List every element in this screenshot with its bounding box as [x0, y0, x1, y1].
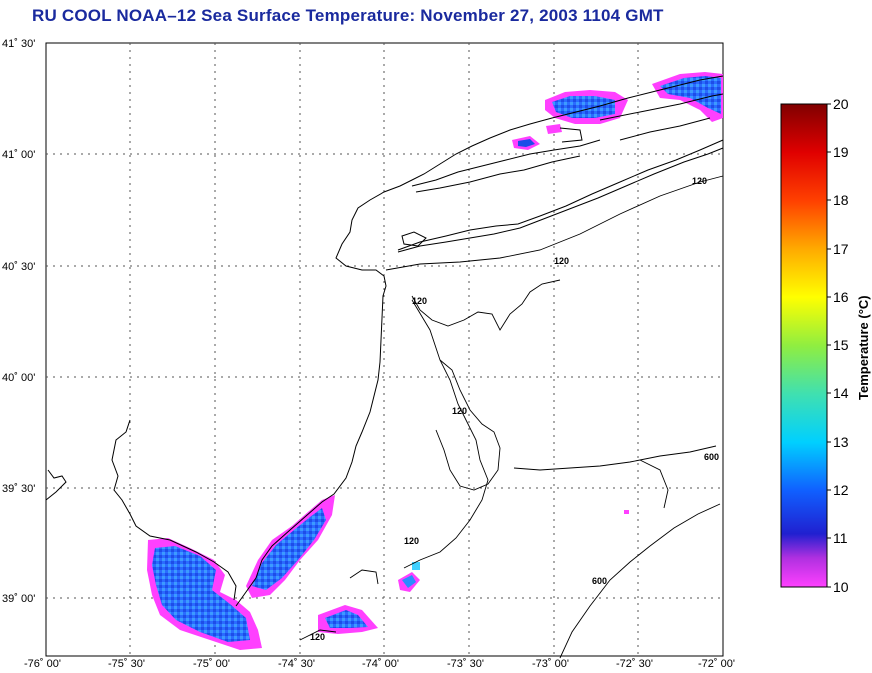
lat-label: 39˚ 00' — [2, 593, 35, 605]
latitude-labels: 41˚ 30' 41˚ 00' 40˚ 30' 40˚ 00' 39˚ 30' … — [2, 38, 35, 605]
lon-label: -74˚ 30' — [278, 658, 315, 670]
contour-label: 120 — [554, 256, 569, 266]
contour-label: 600 — [704, 452, 719, 462]
colorbar-tick-label: 17 — [833, 241, 849, 257]
lon-label: -72˚ 30' — [616, 658, 653, 670]
contour-label: 120 — [452, 406, 467, 416]
bathymetry-contours — [299, 175, 724, 659]
lon-label: -75˚ 00' — [193, 658, 230, 670]
colorbar-tick-label: 12 — [833, 482, 849, 498]
coastline — [45, 75, 724, 607]
lat-label: 41˚ 00' — [2, 149, 35, 161]
lat-label: 41˚ 30' — [2, 38, 35, 50]
colorbar-tick-label: 10 — [833, 579, 849, 595]
contour-label: 120 — [404, 536, 419, 546]
sst-patches — [147, 72, 723, 650]
lat-label: 40˚ 30' — [2, 261, 35, 273]
colorbar-ticks — [827, 103, 831, 588]
colorbar: 20 19 18 17 16 15 14 13 12 11 10 Tempera… — [780, 96, 871, 595]
map-title: RU COOL NOAA–12 Sea Surface Temperature:… — [32, 6, 664, 25]
longitude-labels: -76˚ 00' -75˚ 30' -75˚ 00' -74˚ 30' -74˚… — [24, 658, 735, 670]
lat-label: 39˚ 30' — [2, 483, 35, 495]
lon-label: -73˚ 00' — [532, 658, 569, 670]
contour-label: 120 — [692, 176, 707, 186]
lon-label: -75˚ 30' — [108, 658, 145, 670]
lon-label: -72˚ 00' — [698, 658, 735, 670]
contour-label: 120 — [412, 296, 427, 306]
lon-label: -73˚ 30' — [447, 658, 484, 670]
colorbar-title: Temperature (°C) — [856, 295, 871, 400]
lon-label: -74˚ 00' — [362, 658, 399, 670]
lon-label: -76˚ 00' — [24, 658, 61, 670]
colorbar-tick-label: 14 — [833, 385, 849, 401]
contour-label: 600 — [592, 576, 607, 586]
contour-label: 120 — [310, 632, 325, 642]
colorbar-tick-label: 11 — [833, 530, 848, 546]
colorbar-gradient — [780, 103, 828, 588]
colorbar-tick-label: 20 — [833, 96, 849, 112]
colorbar-tick-label: 13 — [833, 434, 849, 450]
colorbar-tick-label: 15 — [833, 337, 849, 353]
colorbar-tick-label: 19 — [833, 144, 849, 160]
contour-labels: 120 120 120 120 120 600 600 120 — [310, 176, 719, 642]
lat-label: 40˚ 00' — [2, 372, 35, 384]
colorbar-tick-label: 18 — [833, 192, 849, 208]
colorbar-tick-label: 16 — [833, 289, 849, 305]
